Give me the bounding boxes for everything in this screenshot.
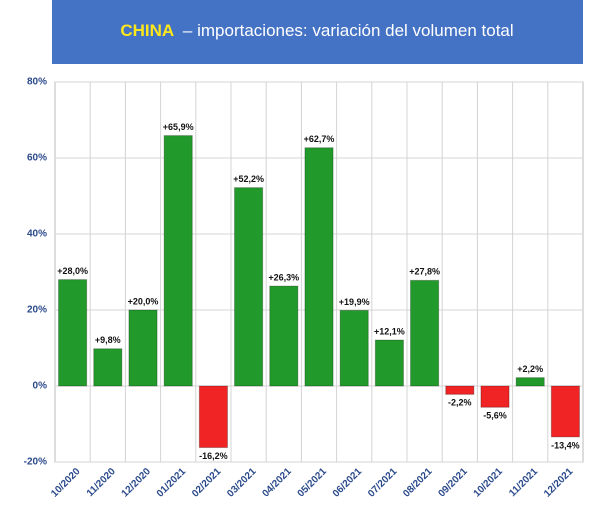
y-tick-label: 40%: [27, 229, 47, 240]
bar: [198, 385, 228, 449]
value-label: +9,8%: [95, 335, 121, 345]
x-tick-label: 12/2020: [120, 466, 154, 500]
bar: [58, 279, 88, 387]
bar: [374, 339, 404, 387]
bar: [304, 147, 334, 387]
y-tick-label: 60%: [27, 153, 47, 164]
x-tick-label: 07/2021: [366, 466, 400, 500]
value-label: +65,9%: [163, 122, 194, 132]
bar: [93, 348, 123, 387]
x-tick-label: 10/2021: [472, 466, 506, 500]
value-label: +20,0%: [128, 296, 159, 306]
bar: [515, 377, 545, 387]
value-label: -16,2%: [199, 451, 228, 461]
value-label: +2,2%: [517, 364, 543, 374]
x-tick-label: 06/2021: [331, 466, 365, 500]
title-banner: [52, 0, 583, 64]
x-tick-label: 11/2021: [507, 466, 540, 499]
value-label: +62,7%: [304, 134, 335, 144]
bar: [234, 187, 264, 387]
x-tick-label: 02/2021: [190, 466, 224, 500]
x-tick-label: 10/2020: [49, 466, 83, 500]
y-tick-label: -20%: [24, 457, 47, 468]
bar: [128, 309, 158, 387]
value-label: +26,3%: [268, 272, 299, 282]
bar: [480, 385, 510, 408]
value-label: +12,1%: [374, 326, 405, 336]
value-label: +27,8%: [409, 267, 440, 277]
bar: [339, 309, 369, 387]
x-tick-label: 03/2021: [225, 466, 259, 500]
value-label: -13,4%: [551, 440, 580, 450]
x-tick-label: 01/2021: [155, 466, 189, 500]
value-label: +28,0%: [57, 266, 88, 276]
chart-title: CHINA – importaciones: variación del vol…: [120, 21, 513, 40]
y-tick-label: 80%: [27, 77, 47, 88]
x-tick-label: 11/2020: [85, 466, 118, 499]
x-tick-label: 12/2021: [542, 466, 576, 500]
x-tick-label: 05/2021: [296, 466, 330, 500]
x-tick-label: 09/2021: [436, 466, 470, 500]
bar: [410, 279, 440, 387]
bar: [269, 285, 299, 387]
value-label: -5,6%: [483, 411, 507, 421]
value-label: +52,2%: [233, 174, 264, 184]
value-label: +19,9%: [339, 297, 370, 307]
bar: [550, 385, 580, 438]
y-tick-label: 0%: [33, 381, 48, 392]
bar: [163, 135, 193, 387]
bar: [445, 385, 475, 395]
title-highlight: CHINA: [120, 21, 174, 40]
x-tick-label: 04/2021: [260, 466, 294, 500]
value-label: -2,2%: [448, 398, 472, 408]
title-text: – importaciones: variación del volumen t…: [183, 21, 514, 40]
x-tick-label: 08/2021: [401, 466, 435, 500]
y-tick-label: 20%: [27, 305, 47, 316]
